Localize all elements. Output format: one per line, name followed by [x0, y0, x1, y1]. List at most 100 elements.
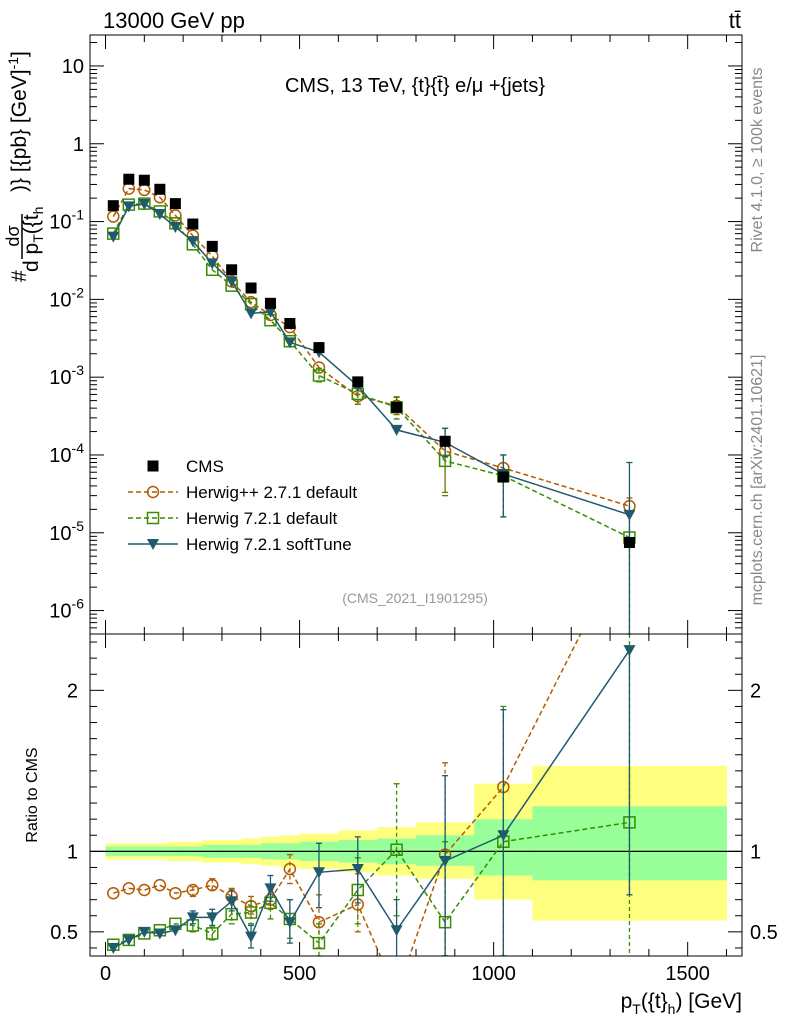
- legend: CMS Herwig++ 2.7.1 default Herwig 7.2.1 de…: [128, 457, 357, 554]
- main-series-3-point: [264, 306, 277, 318]
- legend-label: Herwig 7.2.1 default: [186, 509, 337, 528]
- y-tick-label: 10-6: [49, 596, 84, 623]
- ratio-series-2-point: [623, 645, 636, 657]
- main-series-1-point: [138, 183, 151, 197]
- ratio-series-2: [107, 645, 636, 956]
- main-series-0-point: [169, 198, 181, 210]
- legend-item-0: CMS: [147, 457, 224, 476]
- legend-marker: [146, 511, 160, 525]
- series-3: [107, 199, 636, 634]
- series-2: [107, 197, 636, 634]
- main-series-3-point: [390, 424, 403, 436]
- ratio-series-0-point: [169, 886, 182, 900]
- header-left: 13000 GeV pp: [103, 8, 245, 33]
- ratio-series-2-point: [497, 830, 510, 842]
- analysis-watermark: (CMS_2021_I1901295): [342, 590, 488, 606]
- ratio-series-2-point: [312, 867, 325, 879]
- ratio-series-0-point: [153, 878, 167, 892]
- main-series-0-point: [391, 401, 403, 413]
- svg-text:)} [{pb} [GeV]-1]: )} [{pb} [GeV]-1]: [5, 51, 31, 192]
- legend-marker: [147, 460, 159, 472]
- x-tick-label: 500: [283, 963, 316, 985]
- main-series-3-point: [186, 236, 199, 248]
- ratio-series-0-point: [283, 862, 297, 876]
- x-axis-label: pT({t}h) [GeV]: [621, 990, 742, 1017]
- ratio-series-2-point: [351, 864, 364, 876]
- main-panel: 10-6 10-5 10-4 10-3 10-2 10-1 1 10 CMS, 13 TeV,…: [3, 34, 743, 635]
- main-series-3-point: [623, 509, 636, 521]
- x-tick-label: 1500: [665, 963, 710, 985]
- main-series-3-point: [225, 276, 238, 288]
- legend-item-3: Herwig 7.2.1 softTune: [128, 535, 352, 554]
- x-tick-label: 0: [100, 963, 111, 985]
- svg-text:dσ: dσ: [3, 225, 23, 246]
- ratio-y-tick-label-right: 1: [750, 841, 761, 863]
- ratio-series-1-point: [206, 927, 219, 940]
- ratio-y-tick-label: 1: [67, 841, 78, 863]
- legend-item-1: Herwig++ 2.7.1 default: [128, 483, 357, 502]
- ratio-series-2-point: [122, 934, 135, 946]
- ratio-series-2-point: [153, 928, 166, 940]
- ratio-series-2-point: [206, 912, 219, 924]
- ratio-series-0-point: [186, 883, 200, 897]
- y-tick-label: 10: [62, 56, 84, 78]
- legend-label: CMS: [186, 457, 224, 476]
- main-series-3-point: [153, 209, 166, 221]
- rivet-label: Rivet 4.1.0, ≥ 100k events: [749, 68, 766, 253]
- ratio-series-2-point: [390, 925, 403, 937]
- y-tick-label: 10-1: [49, 207, 84, 234]
- ratio-series-2-point: [283, 917, 296, 929]
- main-series-1-point: [169, 209, 182, 222]
- ratio-panel: 0.5 0.5 1 1 2 2 0 500 1000 1500 Ratio to CMS pT(…: [24, 633, 778, 1017]
- main-series-3-point: [245, 308, 258, 320]
- main-series-0-point: [284, 317, 296, 329]
- y-tick-label: 10-3: [49, 362, 84, 389]
- ratio-y-tick-label-right: 2: [750, 680, 761, 702]
- main-series-1-point: [122, 182, 136, 195]
- y-tick-label: 10-2: [49, 284, 84, 311]
- y-tick-label: 10-4: [49, 440, 84, 467]
- main-series-3-point: [169, 222, 182, 234]
- ratio-series-0-point: [122, 882, 136, 895]
- main-series-3-point: [122, 201, 135, 213]
- main-series-3-point: [107, 231, 120, 243]
- ratio-series-2-point: [186, 912, 199, 924]
- main-series-3-point: [206, 258, 219, 270]
- legend-marker: [147, 539, 159, 550]
- ratio-series-2-point: [138, 926, 151, 938]
- main-series-0-point: [226, 264, 238, 276]
- legend-label: Herwig++ 2.7.1 default: [186, 483, 357, 502]
- main-series-2-point: [312, 369, 326, 382]
- y-tick-label: 10-5: [49, 518, 84, 545]
- main-series-0-point: [352, 376, 364, 388]
- svg-text:d pT({th: d pT({th: [20, 207, 46, 272]
- main-series-0-point: [497, 471, 509, 483]
- ratio-y-tick-label-right: 0.5: [750, 922, 778, 944]
- ratio-series-2-point: [169, 925, 182, 937]
- main-series-3-point: [138, 199, 151, 211]
- main-series-1-point: [312, 361, 326, 374]
- legend-item-2: Herwig 7.2.1 default: [128, 509, 337, 528]
- main-series-0-point: [138, 174, 150, 186]
- ratio-series-2-point: [264, 883, 277, 895]
- main-series-0-point: [439, 435, 451, 447]
- main-series-3-point: [283, 337, 296, 349]
- ratio-series-2-point: [107, 942, 120, 954]
- x-tick-label: 1000: [471, 963, 516, 985]
- ratio-series-1-point: [244, 906, 258, 919]
- main-series-0-point: [123, 173, 135, 185]
- main-title: CMS, 13 TeV, {t}{t̄} e/μ +{jets}: [285, 75, 545, 97]
- main-series-0-point: [206, 240, 218, 252]
- header-right: tt̄: [729, 8, 741, 33]
- main-series-0-point: [264, 297, 276, 309]
- main-series-0-point: [245, 282, 257, 294]
- ratio-series-0-point: [138, 883, 151, 897]
- main-series-0-point: [154, 183, 166, 195]
- main-series-1-point: [107, 210, 120, 223]
- ratio-series-0-point: [391, 988, 402, 999]
- main-series-0-point: [623, 536, 635, 548]
- y-tick-label: 1: [73, 134, 84, 156]
- mcplots-label: mcplots.cern.ch [arXiv:2401.10621]: [749, 355, 766, 606]
- main-series-0-point: [187, 218, 199, 230]
